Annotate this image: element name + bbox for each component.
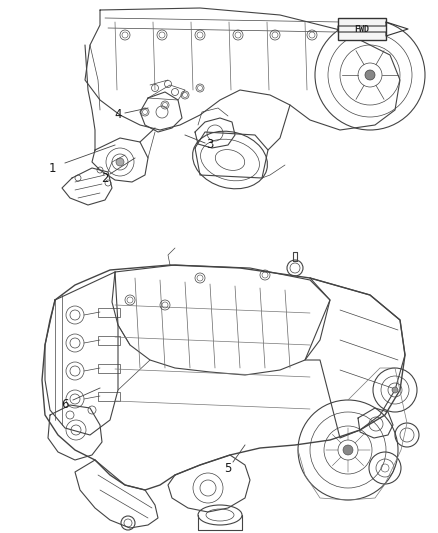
Text: 2: 2 — [101, 172, 109, 184]
Circle shape — [116, 158, 124, 166]
Text: 4: 4 — [114, 109, 122, 122]
Circle shape — [392, 387, 398, 393]
Polygon shape — [338, 22, 408, 36]
Text: FWD: FWD — [354, 26, 370, 35]
Bar — [0, 255, 438, 533]
Bar — [98, 336, 120, 345]
Text: 6: 6 — [61, 399, 69, 411]
Bar — [98, 364, 120, 373]
Text: 1: 1 — [48, 161, 56, 174]
Bar — [0, 0, 438, 240]
Circle shape — [343, 445, 353, 455]
Text: 5: 5 — [224, 462, 232, 474]
Circle shape — [365, 70, 375, 80]
Text: 3: 3 — [206, 139, 214, 151]
Bar — [98, 308, 120, 317]
Bar — [98, 392, 120, 401]
Bar — [338, 18, 386, 40]
